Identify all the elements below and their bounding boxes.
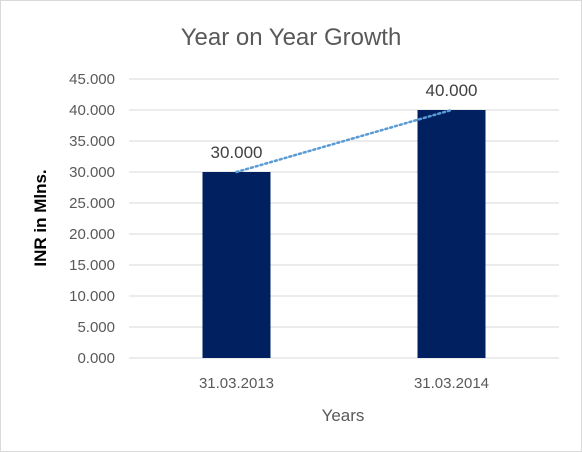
x-axis-title: Years	[322, 406, 365, 425]
bar	[417, 110, 486, 358]
y-tick-label: 10.000	[69, 288, 115, 305]
y-tick-label: 25.000	[69, 195, 115, 212]
bars	[202, 110, 486, 358]
data-label: 40.000	[426, 81, 478, 100]
x-tick-label: 31.03.2013	[199, 375, 274, 392]
trendline	[235, 108, 453, 174]
x-axis-ticks: 31.03.2013 31.03.2014	[199, 375, 489, 392]
y-axis-ticks: 0.000 5.000 10.000 15.000 20.000 25.000 30.000…	[69, 71, 115, 367]
chart-title: Year on Year Growth	[181, 24, 402, 51]
gridlines	[129, 78, 559, 359]
y-tick-label: 35.000	[69, 133, 115, 150]
data-labels: 30.000 40.000	[211, 81, 478, 162]
y-tick-label: 30.000	[69, 164, 115, 181]
y-axis-title: INR in Mlns.	[31, 169, 50, 266]
data-label: 30.000	[211, 143, 263, 162]
bar	[202, 172, 271, 358]
y-tick-label: 40.000	[69, 102, 115, 119]
y-tick-label: 15.000	[69, 257, 115, 274]
y-tick-label: 0.000	[77, 350, 115, 367]
x-tick-label: 31.03.2014	[414, 375, 489, 392]
y-tick-label: 45.000	[69, 71, 115, 88]
y-tick-label: 5.000	[77, 319, 115, 336]
trendline-path	[235, 108, 453, 174]
y-tick-label: 20.000	[69, 226, 115, 243]
